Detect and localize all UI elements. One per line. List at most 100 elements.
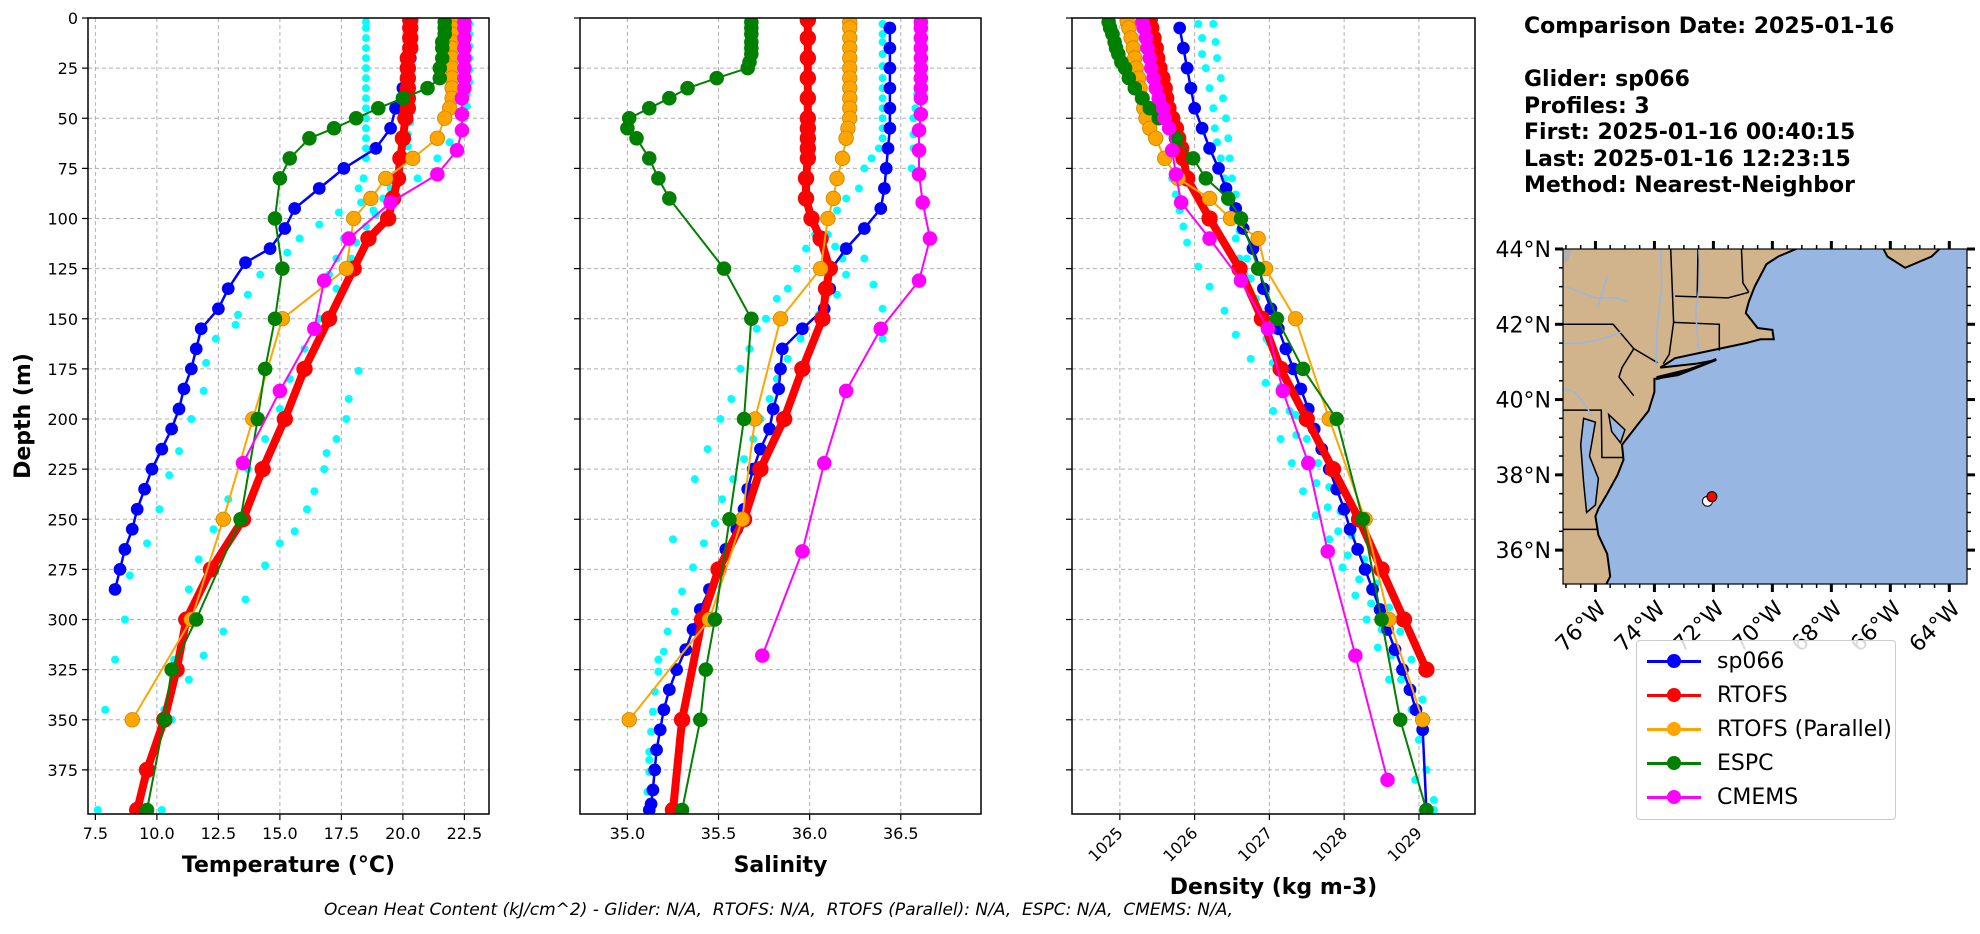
profile-point — [357, 198, 366, 207]
y-tick-label: 100 — [47, 210, 78, 229]
series-point — [883, 41, 897, 55]
series-point — [709, 70, 724, 86]
map-area — [1563, 249, 1967, 584]
series-point — [799, 90, 817, 107]
series-point — [454, 90, 470, 106]
legend-item-cmems: CMEMS — [1647, 781, 1798, 813]
series-point — [881, 141, 895, 155]
plot-area — [93, 18, 474, 814]
series-point — [275, 261, 290, 276]
state-border — [1675, 291, 1749, 299]
series-point — [432, 70, 448, 86]
x-axis-label: Density (kg m-3) — [1170, 875, 1378, 900]
profile-point — [361, 84, 370, 93]
series-point — [1269, 311, 1285, 327]
series-point — [1180, 61, 1194, 75]
profile-point — [867, 154, 876, 163]
series-point — [1177, 41, 1190, 55]
series-cmems — [755, 18, 938, 663]
series-point — [1203, 141, 1216, 155]
profile-point — [1396, 627, 1405, 636]
series-point — [797, 170, 815, 187]
series-point — [680, 80, 695, 96]
profile-point — [1325, 535, 1334, 544]
series-point — [799, 150, 817, 167]
series-point — [883, 121, 897, 135]
series-point — [922, 231, 938, 246]
series-point — [1343, 522, 1357, 536]
profile-point — [654, 667, 663, 676]
series-point — [913, 70, 929, 86]
profile-point — [1373, 643, 1382, 652]
profile-point — [878, 134, 887, 143]
series-point — [1418, 661, 1435, 678]
series-point — [383, 195, 398, 210]
profile-point — [842, 270, 851, 279]
series-point — [1202, 231, 1217, 246]
legend-dot — [1667, 756, 1681, 770]
profile-point — [1429, 795, 1438, 804]
glider-profile-profile-3 — [1168, 174, 1420, 784]
x-tick-label: 1029 — [1384, 823, 1426, 865]
series-point — [657, 703, 671, 717]
series-point — [814, 310, 831, 327]
plot-area — [1101, 18, 1438, 814]
series-point — [620, 121, 635, 136]
series-point — [449, 143, 465, 158]
series-point — [838, 383, 854, 399]
series-point — [371, 100, 386, 116]
profile-point — [1407, 655, 1416, 664]
series-point — [838, 130, 854, 146]
profile-point — [663, 627, 672, 636]
profile-point — [1211, 38, 1220, 47]
profile-point — [315, 220, 324, 229]
series-point — [1348, 648, 1363, 663]
series-point — [194, 322, 208, 336]
series-point — [272, 171, 288, 186]
series-point — [913, 30, 929, 46]
profile-point — [772, 294, 781, 303]
series-point — [263, 242, 277, 255]
series-point — [138, 482, 151, 496]
series-point — [432, 60, 448, 76]
x-tick-label: 7.5 — [83, 824, 108, 843]
series-point — [282, 151, 298, 166]
glider-profile-profile-1 — [93, 18, 370, 814]
series-point — [797, 190, 815, 207]
profile-point — [736, 364, 745, 373]
profile-point — [187, 415, 196, 424]
series-point — [1142, 100, 1158, 116]
series-point — [1275, 383, 1291, 399]
lat-tick-label: 42°N — [1496, 313, 1551, 338]
profile-point — [710, 519, 719, 528]
profile-point — [1302, 435, 1311, 444]
series-point — [752, 460, 769, 478]
series-point — [1392, 712, 1408, 728]
lat-tick-label: 40°N — [1496, 389, 1551, 414]
x-tick-label: 17.5 — [324, 824, 360, 843]
series-point — [857, 222, 871, 235]
profile-point — [1183, 238, 1192, 247]
series-point — [670, 663, 683, 677]
series-point — [1294, 382, 1308, 396]
profile-point — [101, 705, 110, 714]
profile-point — [854, 184, 863, 193]
series-point — [911, 167, 927, 182]
series-point — [662, 90, 677, 106]
series-point — [913, 40, 929, 56]
series-point — [1173, 21, 1187, 35]
profile-point — [234, 310, 243, 319]
series-point — [1358, 563, 1372, 576]
profile-point — [716, 415, 725, 424]
profile-point — [1385, 675, 1394, 684]
series-point — [740, 60, 755, 76]
profile-point — [783, 284, 792, 293]
series-point — [1329, 411, 1344, 427]
series-point — [184, 362, 198, 376]
series-point — [1320, 544, 1335, 559]
profile-point — [1228, 174, 1237, 183]
series-point — [653, 723, 667, 737]
series-point — [799, 29, 817, 47]
series-point — [1272, 360, 1289, 378]
lon-tick-label: 64°W — [1905, 596, 1966, 657]
